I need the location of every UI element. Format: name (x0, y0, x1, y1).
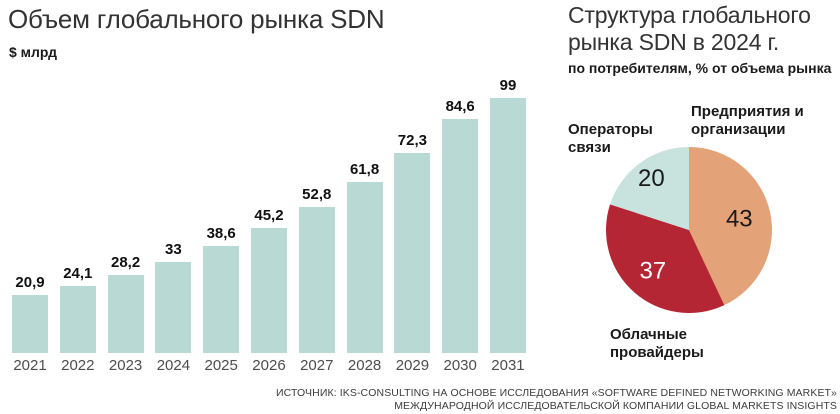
pie-chart-plot: 43 37 20 (606, 147, 772, 313)
bar-year-label: 2029 (395, 357, 430, 374)
bar-column: 20,9 2021 (12, 77, 48, 374)
pie-chart-title-line2: рынка SDN в 2024 г. (568, 29, 780, 55)
bar (203, 246, 240, 353)
bar-column: 38,6 2025 (203, 77, 240, 374)
source-note-line1: ИСТОЧНИК: IKS-CONSULTING НА ОСНОВЕ ИССЛЕ… (276, 387, 837, 399)
bar-chart-unit-label: $ млрд (9, 44, 58, 60)
pie-chart-subtitle: по потребителям, % от объема рынка (568, 60, 832, 76)
pie-slice (606, 204, 725, 313)
bar-year-label: 2021 (13, 357, 47, 374)
bar-value-label: 52,8 (302, 185, 332, 203)
bar-value-label: 61,8 (349, 161, 380, 178)
pie-chart-title: Структура глобального рынка SDN в 2024 г… (568, 2, 811, 56)
bar-value-label: 99 (499, 77, 517, 94)
bar-column: 45,2 2026 (250, 77, 287, 374)
pie-label-enterprises: Предприятия и организации (691, 103, 804, 138)
bar-column: 61,8 2028 (346, 77, 383, 374)
pie-slice-value: 20 (638, 165, 665, 192)
bar-year-label: 2022 (61, 357, 95, 374)
bar-year-label: 2026 (252, 357, 286, 374)
bar (59, 286, 96, 353)
pie-slice-value: 37 (639, 258, 666, 285)
bar (250, 227, 287, 353)
bar-column: 24,1 2022 (59, 77, 96, 374)
bar-year-label: 2023 (108, 357, 143, 374)
bar (155, 261, 192, 353)
pie-slice (610, 147, 689, 230)
bar-value-label: 72,3 (397, 131, 427, 149)
bar (12, 295, 48, 353)
bar-value-label: 28,2 (110, 254, 141, 271)
bar-chart-title: Объем глобального рынка SDN (8, 4, 385, 34)
bar-value-label: 45,2 (254, 206, 284, 224)
pie-chart-title-line1: Структура глобального (568, 2, 811, 28)
bar-column: 52,8 2027 (298, 77, 335, 374)
bar-column: 99 2031 (489, 77, 526, 374)
pie-slice (689, 147, 772, 306)
bar-year-label: 2027 (300, 357, 334, 374)
source-note: ИСТОЧНИК: IKS-CONSULTING НА ОСНОВЕ ИССЛЕ… (276, 387, 837, 413)
source-note-line2: МЕЖДУНАРОДНОЙ ИССЛЕДОВАТЕЛЬСКОЙ КОМПАНИИ… (394, 400, 837, 412)
bar-value-label: 33 (165, 240, 182, 258)
bar (489, 98, 526, 353)
bar-value-label: 84,6 (445, 97, 475, 115)
bar-column: 28,2 2023 (107, 77, 144, 374)
bar (107, 275, 144, 353)
pie-slice-value: 43 (726, 205, 753, 232)
bar-year-label: 2030 (443, 357, 477, 374)
pie-label-telecom-operators: Операторы связи (568, 121, 653, 156)
bar-column: 84,6 2030 (442, 77, 479, 374)
bar (298, 206, 335, 353)
bar (346, 182, 383, 353)
bar (394, 152, 431, 353)
bar-value-label: 38,6 (206, 225, 236, 243)
pie-label-cloud-providers: Облачные провайдеры (610, 326, 704, 361)
bar-year-label: 2025 (204, 357, 238, 374)
bar-value-label: 24,1 (63, 265, 93, 283)
bar-value-label: 20,9 (15, 274, 45, 292)
bar-chart-plot: 20,9 2021 24,1 2022 28,2 2023 33 2024 38,6 2025 45… (12, 77, 526, 374)
bar-column: 33 2024 (155, 77, 192, 374)
bar (442, 118, 479, 353)
bar-year-label: 2028 (347, 357, 382, 374)
bar-column: 72,3 2029 (394, 77, 431, 374)
bar-year-label: 2031 (491, 357, 525, 374)
bar-year-label: 2024 (156, 357, 191, 374)
